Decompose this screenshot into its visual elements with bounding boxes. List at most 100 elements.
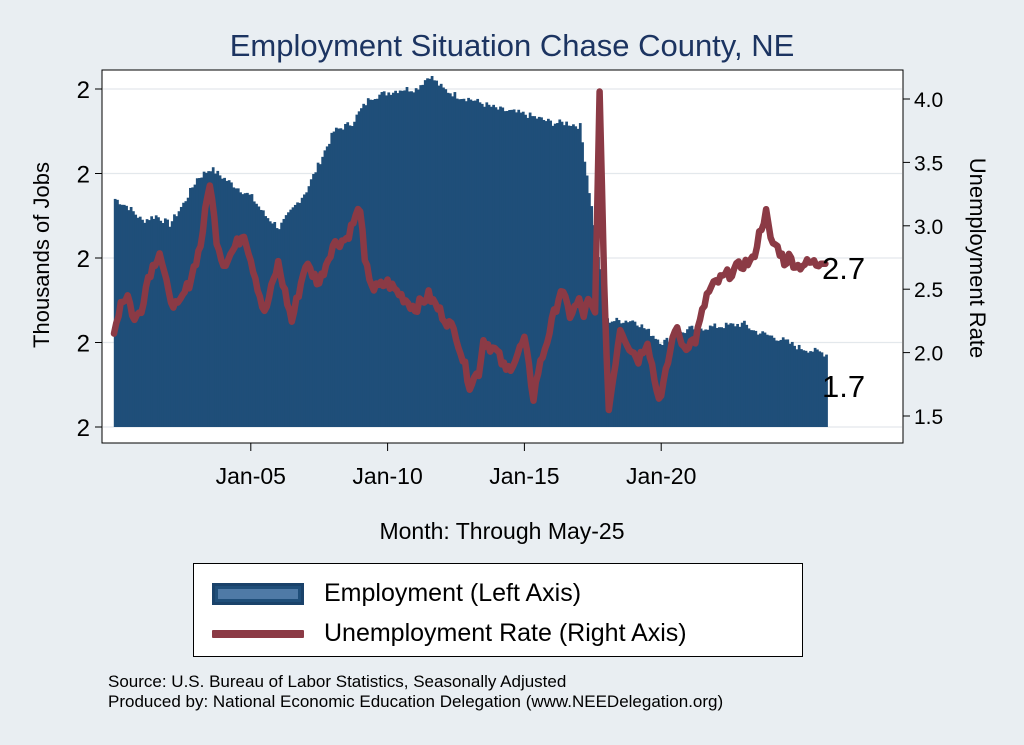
employment-bar — [697, 326, 701, 427]
employment-bar — [417, 89, 420, 427]
employment-bar — [394, 90, 397, 427]
employment-bar — [430, 76, 434, 427]
employment-bar — [521, 111, 525, 427]
employment-bar — [517, 109, 521, 427]
employment-bar — [446, 92, 450, 428]
employment-bar — [401, 90, 404, 428]
employment-bar — [665, 337, 669, 427]
employment-bar — [569, 125, 573, 427]
legend-swatch-unemployment — [212, 629, 304, 638]
employment-bar — [494, 107, 498, 427]
employment-bar — [184, 201, 188, 427]
legend-swatch-employment — [212, 582, 304, 605]
employment-bar — [175, 216, 179, 427]
employment-bar — [629, 321, 632, 427]
employment-bar — [125, 205, 128, 427]
employment-bar — [423, 80, 427, 428]
employment-bar — [531, 116, 534, 427]
employment-bar — [186, 197, 190, 427]
employment-bar — [325, 146, 329, 427]
employment-bar — [483, 106, 486, 428]
employment-bar — [391, 92, 395, 428]
employment-bar — [127, 210, 131, 427]
employment-bar — [380, 92, 384, 428]
employment-bar — [369, 99, 372, 428]
employment-bar — [337, 128, 340, 427]
employment-bar — [323, 150, 327, 427]
employment-bar — [182, 202, 185, 427]
employment-bar — [676, 336, 680, 427]
employment-bar — [499, 106, 502, 427]
employment-bar — [679, 331, 682, 427]
right-axis-tick-label: 2.0 — [914, 343, 943, 366]
employment-bar — [154, 215, 158, 427]
right-axis-tick-label: 3.5 — [914, 152, 943, 175]
employment-bar — [439, 83, 443, 427]
employment-bar — [528, 112, 532, 428]
employment-bar — [282, 218, 286, 427]
employment-bar — [784, 339, 787, 427]
employment-bar — [813, 347, 817, 427]
employment-bar — [642, 328, 646, 427]
employment-bar — [230, 182, 233, 427]
employment-bar — [275, 228, 279, 427]
employment-bar — [720, 327, 724, 427]
employment-bar — [638, 327, 641, 427]
employment-bar — [264, 216, 268, 427]
employment-bar — [161, 223, 165, 427]
employment-bar — [647, 328, 651, 427]
employment-bar — [220, 178, 224, 427]
employment-bar — [350, 126, 354, 427]
employment-bar — [141, 219, 144, 427]
employment-bar — [619, 323, 623, 427]
employment-bar — [797, 344, 801, 427]
employment-bar — [284, 215, 288, 427]
employment-bar — [816, 349, 819, 427]
left-axis-tick-label: 2 — [77, 246, 90, 273]
left-axis-tick-label: 2 — [77, 77, 90, 104]
employment-bar — [562, 125, 566, 427]
employment-bar — [467, 97, 470, 427]
employment-bar — [464, 101, 468, 427]
employment-bar — [159, 220, 163, 427]
employment-bar — [485, 102, 489, 428]
employment-bar — [346, 122, 350, 427]
employment-bar — [348, 125, 352, 427]
employment-bar — [820, 352, 824, 427]
employment-bar — [724, 322, 728, 427]
unemployment-line — [110, 88, 829, 414]
employment-bar — [451, 96, 454, 428]
employment-bar — [150, 216, 154, 427]
employment-bar — [296, 202, 299, 427]
employment-bar — [749, 330, 753, 427]
employment-bar — [373, 99, 377, 427]
employment-bar — [428, 78, 432, 427]
employment-bar — [718, 327, 721, 427]
employment-bar — [334, 127, 338, 428]
employment-bar — [686, 329, 689, 427]
employment-bar — [280, 222, 283, 427]
employment-bar — [168, 226, 172, 427]
employment-bar — [811, 351, 815, 427]
employment-bar — [635, 325, 639, 427]
employment-bar — [371, 99, 375, 427]
employment-bar — [795, 349, 799, 427]
employment-bar — [273, 221, 277, 427]
legend-label-employment: Employment (Left Axis) — [324, 579, 582, 607]
employment-bar — [143, 222, 147, 427]
x-axis-tick-label: Jan-05 — [216, 463, 286, 489]
employment-bar — [332, 131, 336, 427]
employment-bar — [590, 206, 594, 427]
employment-bar — [300, 197, 304, 427]
employment-bar — [759, 333, 762, 427]
employment-bar — [592, 225, 596, 427]
employment-bar — [248, 194, 252, 427]
employment-bar — [551, 125, 555, 427]
employment-bar — [711, 326, 714, 427]
employment-bar — [303, 194, 306, 427]
employment-bar — [578, 123, 582, 427]
employment-bar — [581, 142, 584, 428]
employment-bar — [360, 108, 363, 427]
employment-bar — [476, 98, 480, 427]
